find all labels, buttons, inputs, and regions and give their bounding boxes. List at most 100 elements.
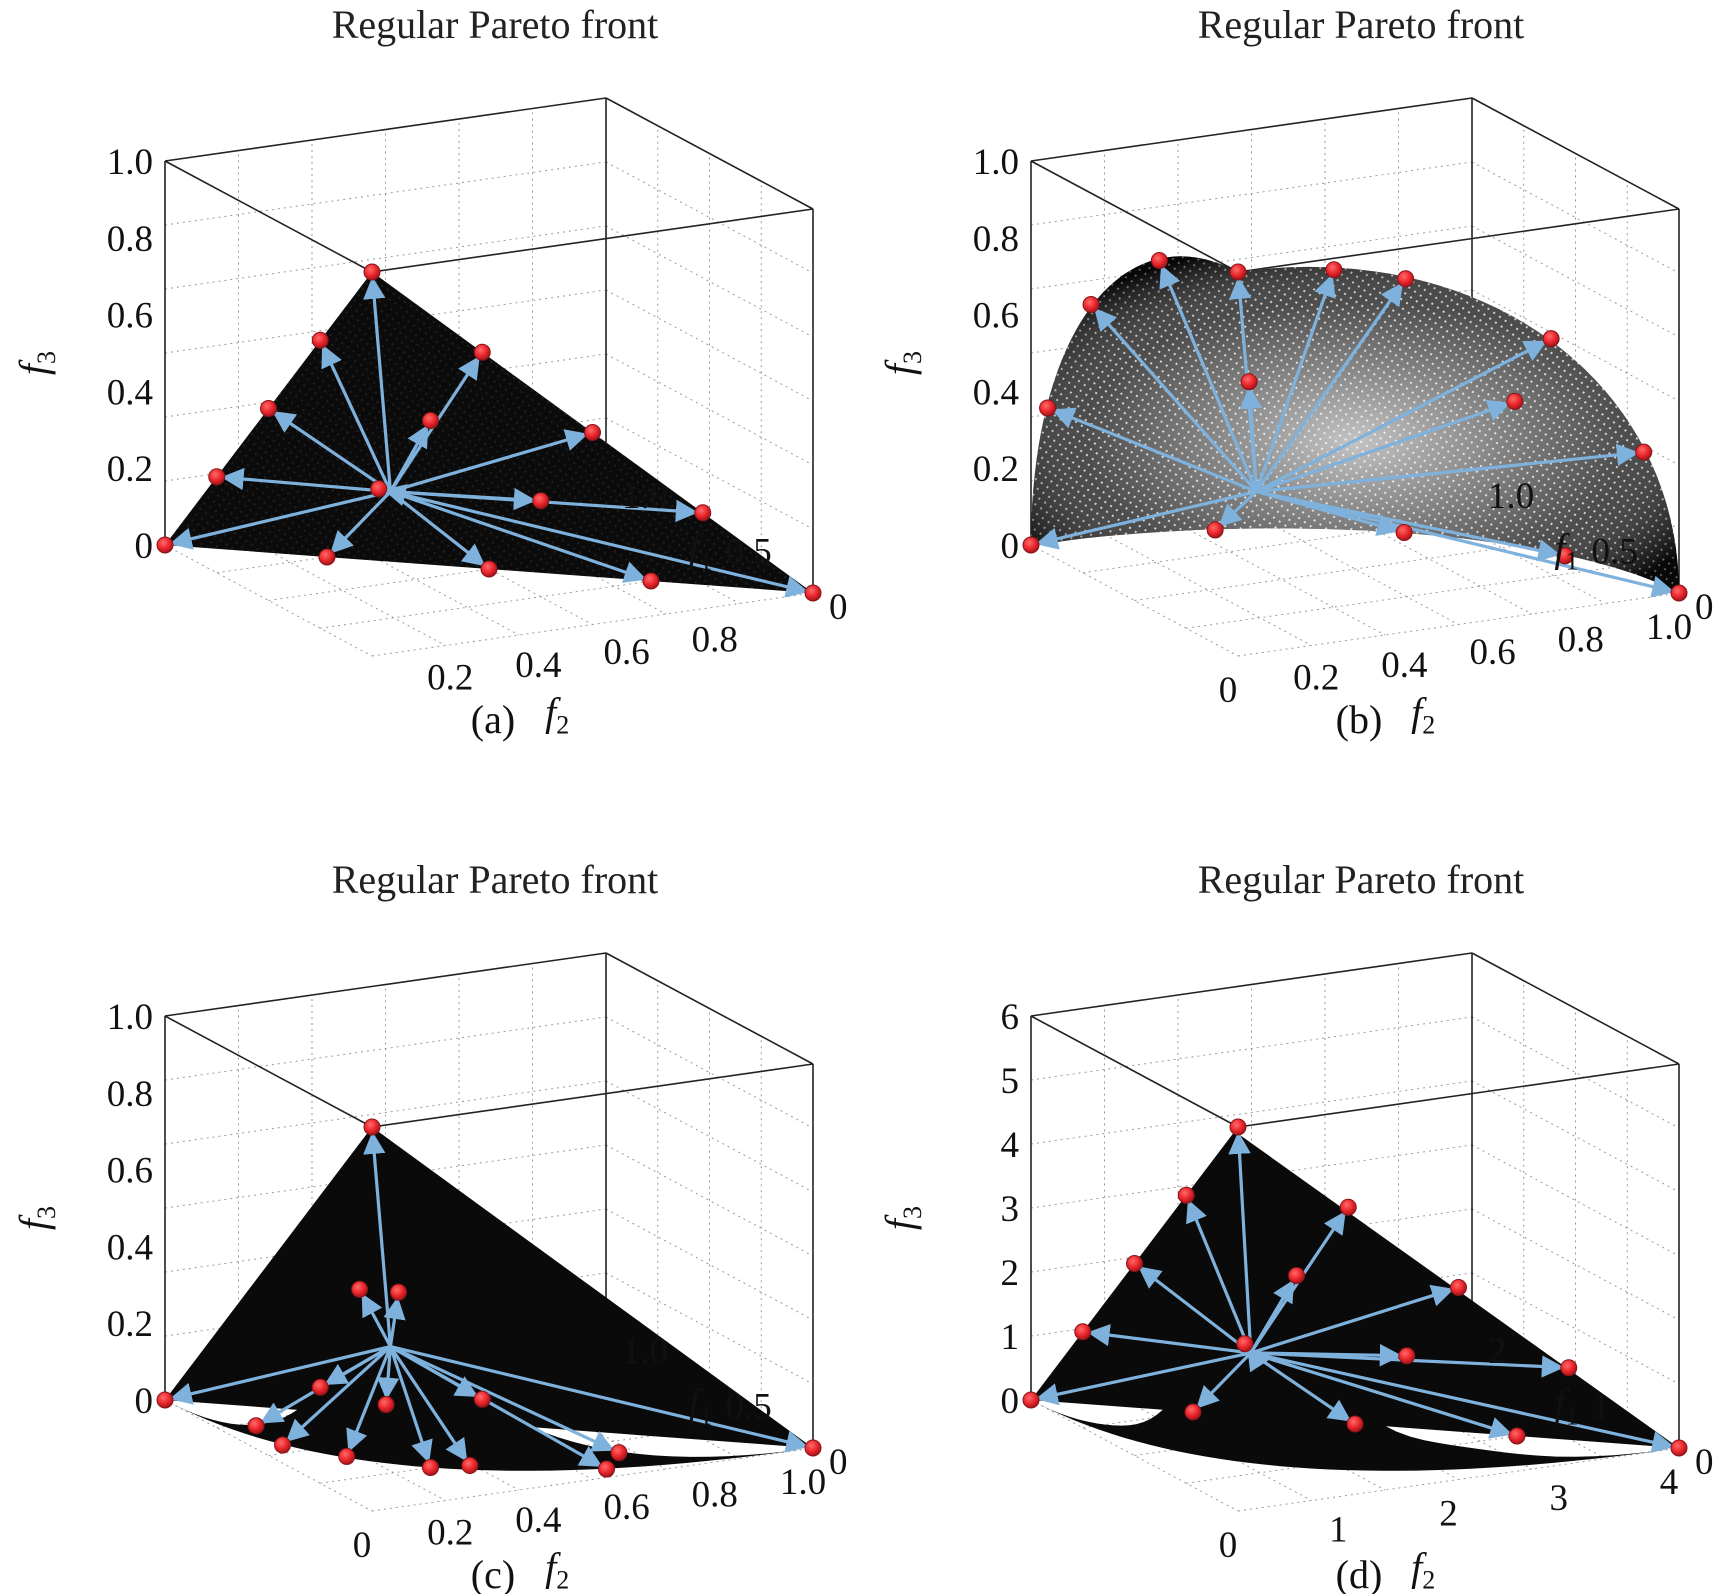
f3-axis-subscript: 3 — [898, 351, 927, 364]
f3-tick-label: 3 — [1001, 1189, 1020, 1230]
f2-tick-label: 0.4 — [1381, 645, 1427, 686]
direction-vector — [389, 1345, 479, 1398]
reference-point — [318, 548, 336, 566]
reference-point — [1184, 1403, 1202, 1421]
direction-vector — [272, 411, 392, 493]
f2-tick-label: 1 — [1329, 1509, 1348, 1550]
direction-vector — [390, 1345, 809, 1453]
f2-tick-label: 0.8 — [692, 620, 738, 661]
front-surface-mesh — [165, 272, 813, 593]
f3-tick-label: 0.2 — [107, 1304, 153, 1345]
direction-vector — [390, 429, 589, 494]
f2-tick-label: 0.4 — [515, 645, 561, 686]
f2-tick-label: 2 — [1439, 1494, 1458, 1535]
f3-tick-label: 0.8 — [107, 1074, 153, 1115]
f1-tick-label: 1.0 — [1488, 476, 1534, 517]
f2-tick-label: 0 — [353, 1525, 372, 1566]
reference-point — [1339, 1198, 1357, 1216]
reference-point — [1395, 523, 1413, 541]
direction-vector — [221, 467, 391, 494]
f3-axis-label: f3 — [11, 351, 61, 375]
f1-tick-label: 1 — [1592, 1387, 1611, 1428]
f2-tick-label: 0.2 — [1293, 657, 1339, 698]
reference-points — [156, 1118, 822, 1478]
f2-axis-label: f2 — [545, 1545, 569, 1594]
f3-tick-label: 2 — [1001, 1253, 1020, 1294]
box-edge — [1471, 97, 1680, 210]
f3-axis-subscript: 3 — [898, 1206, 927, 1219]
direction-vector — [389, 1345, 468, 1462]
direction-vector — [1250, 1344, 1403, 1367]
tick-labels: 0 0.2 0.4 0.6 0.8 1.0 0.2 0.4 0.6 0.8 0 0.5 1.0 — [107, 142, 848, 698]
f3-tick-label: 1.0 — [107, 997, 153, 1038]
reference-point — [1236, 1335, 1254, 1353]
f3-tick-label: 0.4 — [973, 372, 1019, 413]
direction-vector — [169, 1345, 391, 1405]
f3-tick-label: 0.6 — [973, 296, 1019, 337]
f2-tick-label: 0.8 — [692, 1475, 738, 1516]
panel-caption: (a) — [471, 697, 515, 742]
reference-point — [1450, 1279, 1467, 1296]
reference-points — [1022, 252, 1688, 602]
f2-tick-label: 1.0 — [780, 1462, 826, 1503]
reference-point — [1670, 584, 1688, 602]
f2-tick-label: 0.2 — [427, 1512, 473, 1553]
f3-tick-label: 0.8 — [107, 219, 153, 260]
f1-axis-subscript: 1 — [1565, 1402, 1578, 1431]
f3-axis-label: f3 — [877, 351, 927, 375]
gridline — [1134, 537, 1576, 601]
direction-vector — [383, 1296, 406, 1347]
reference-point — [311, 331, 329, 349]
reference-point — [311, 1378, 329, 1396]
reference-point — [363, 263, 381, 281]
f2-tick-label: 0.6 — [603, 1487, 649, 1528]
reference-point — [260, 400, 277, 417]
gridline — [1177, 523, 1386, 636]
f3-tick-label: 0.6 — [107, 1151, 153, 1192]
reference-point — [1542, 330, 1560, 348]
reference-points — [1022, 1118, 1688, 1457]
direction-vector — [389, 1345, 615, 1452]
f2-tick-label: 0.8 — [1558, 620, 1604, 661]
f3-tick-label: 1 — [1001, 1317, 1020, 1358]
reference-point — [1560, 1359, 1578, 1377]
direction-vector — [1256, 443, 1640, 494]
reference-point — [351, 1280, 369, 1298]
gridline — [371, 592, 814, 657]
f3-tick-label: 4 — [1001, 1125, 1020, 1166]
reference-point — [1177, 1186, 1195, 1204]
direction-vector — [330, 490, 392, 554]
direction-vector — [169, 490, 391, 550]
reference-point — [598, 1460, 616, 1478]
reference-point — [274, 1436, 292, 1454]
direction-vector — [1250, 1351, 1513, 1439]
direction-vector — [363, 276, 393, 492]
f3-tick-label: 0.2 — [107, 449, 153, 490]
reference-point — [208, 468, 226, 486]
f1-tick-label: 0 — [829, 1442, 848, 1483]
direction-vector — [1256, 490, 1675, 598]
reference-point — [363, 1118, 381, 1136]
direction-vector — [383, 484, 408, 506]
f3-tick-label: 0.6 — [107, 296, 153, 337]
direction-vector — [1239, 386, 1263, 492]
f3-axis-label: f3 — [11, 1206, 61, 1230]
f2-axis-subscript: 2 — [556, 1566, 569, 1594]
direction-vector — [1228, 1131, 1253, 1353]
f3-axis-label: f3 — [877, 1206, 927, 1230]
pareto-front — [165, 272, 813, 593]
direction-vector — [1256, 490, 1561, 562]
gridline — [1030, 225, 1473, 290]
direction-vector — [1218, 490, 1258, 527]
f2-axis-label: f2 — [1411, 690, 1435, 740]
f1-axis-subscript: 1 — [699, 1402, 712, 1431]
box-edge — [1030, 97, 1473, 162]
reference-point — [1039, 399, 1057, 417]
f3-axis-subscript: 3 — [32, 351, 61, 364]
f1-tick-label: 1.0 — [622, 476, 668, 517]
gridline — [1104, 534, 1312, 646]
direction-vector — [1254, 274, 1336, 493]
f3-tick-label: 0.8 — [973, 219, 1019, 260]
chart-title: Regular Pareto front — [1198, 2, 1525, 47]
